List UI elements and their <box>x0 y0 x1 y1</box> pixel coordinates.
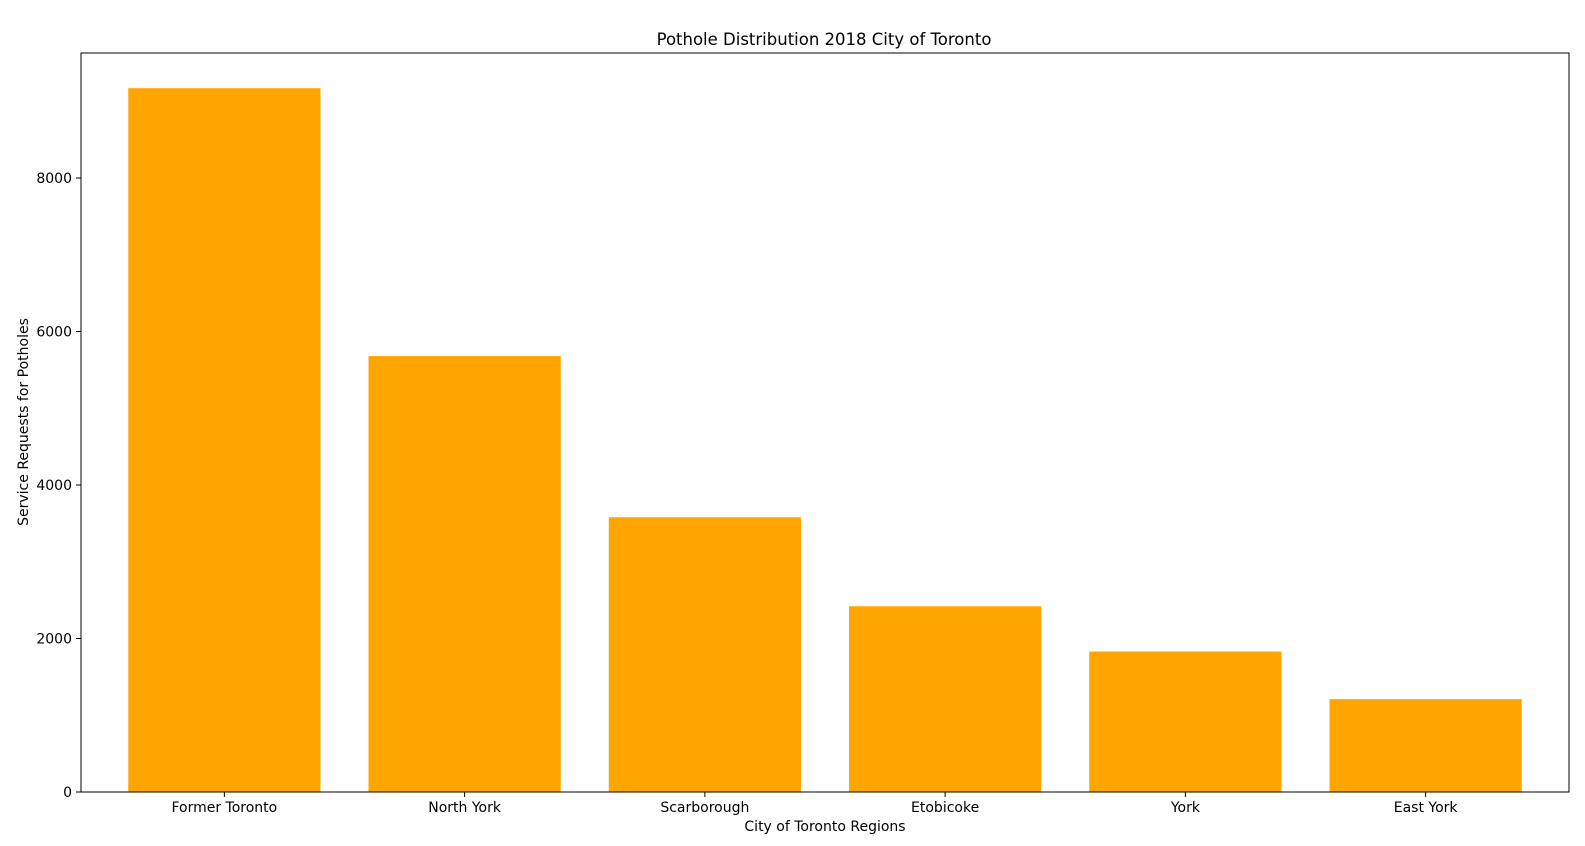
x-tick-label: Scarborough <box>660 800 749 816</box>
y-tick-label: 2000 <box>36 631 72 647</box>
bar-former-toronto <box>128 88 321 792</box>
x-tick-label: Former Toronto <box>171 800 277 816</box>
bar-york <box>1089 651 1282 792</box>
y-tick-label: 6000 <box>36 324 72 340</box>
bar-east-york <box>1329 699 1522 792</box>
y-tick-label: 8000 <box>36 171 72 187</box>
chart-title: Pothole Distribution 2018 City of Toront… <box>657 30 992 49</box>
plot-frame <box>80 52 1570 793</box>
bar-north-york <box>368 356 561 792</box>
bars-group <box>128 88 1522 792</box>
y-tick-label: 0 <box>63 785 72 801</box>
y-tick-label: 4000 <box>36 478 72 494</box>
x-tick-label: East York <box>1394 800 1459 816</box>
x-tick-label: York <box>1170 800 1201 816</box>
x-axis-label: City of Toronto Regions <box>744 819 905 835</box>
x-axis-ticks: Former Toronto North York Scarborough Etobi… <box>171 792 1458 816</box>
x-tick-label: North York <box>428 800 502 816</box>
y-axis-ticks: 0 2000 4000 6000 8000 <box>36 171 81 801</box>
bar-etobicoke <box>849 606 1042 792</box>
x-tick-label: Etobicoke <box>911 800 979 816</box>
y-axis-label: Service Requests for Potholes <box>16 318 32 526</box>
bar-scarborough <box>608 517 801 792</box>
